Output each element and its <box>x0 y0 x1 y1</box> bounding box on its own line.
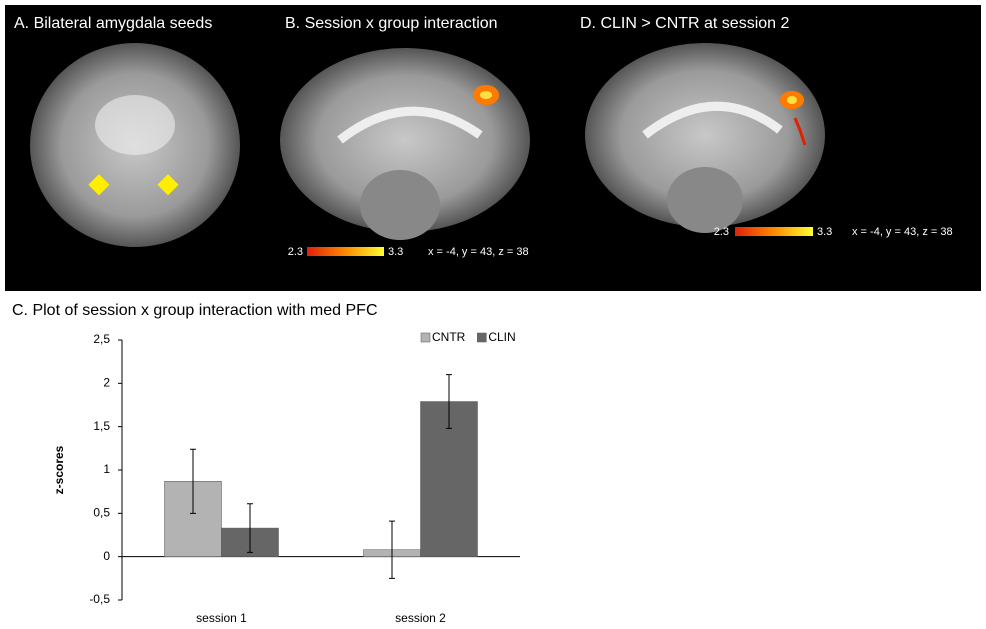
colorbar <box>307 247 384 256</box>
activation <box>787 96 797 104</box>
colorbar <box>735 227 813 236</box>
colorbar-min: 2.3 <box>288 246 303 258</box>
coordinates: x = -4, y = 43, z = 38 <box>428 246 529 258</box>
panel-title: A. Bilateral amygdala seeds <box>14 15 212 32</box>
legend-swatch <box>477 333 486 342</box>
y-tick-label: 1,5 <box>93 419 110 433</box>
legend-label: CLIN <box>488 330 515 344</box>
chart-title: C. Plot of session x group interaction w… <box>12 302 378 319</box>
brainstem <box>667 167 743 233</box>
colorbar-max: 3.3 <box>817 226 832 238</box>
y-tick-label: -0,5 <box>89 592 110 606</box>
legend-swatch <box>421 333 430 342</box>
x-tick-label: session 1 <box>196 611 247 625</box>
y-tick-label: 1 <box>103 462 110 476</box>
x-tick-label: session 2 <box>395 611 446 625</box>
brain-detail <box>95 95 175 155</box>
colorbar-min: 2.3 <box>714 226 729 238</box>
y-tick-label: 2 <box>103 376 110 390</box>
coordinates: x = -4, y = 43, z = 38 <box>852 226 953 238</box>
activation <box>480 91 492 99</box>
y-axis-label: z-scores <box>52 445 66 494</box>
brainstem <box>360 170 440 240</box>
y-tick-label: 0,5 <box>93 506 110 520</box>
panel-title: B. Session x group interaction <box>285 15 498 32</box>
colorbar-max: 3.3 <box>388 246 403 258</box>
y-tick-label: 2,5 <box>93 332 110 346</box>
figure: A. Bilateral amygdala seeds B. Session x… <box>0 0 986 629</box>
panel-title: D. CLIN > CNTR at session 2 <box>580 15 790 32</box>
y-tick-label: 0 <box>103 549 110 563</box>
legend-label: CNTR <box>432 330 466 344</box>
